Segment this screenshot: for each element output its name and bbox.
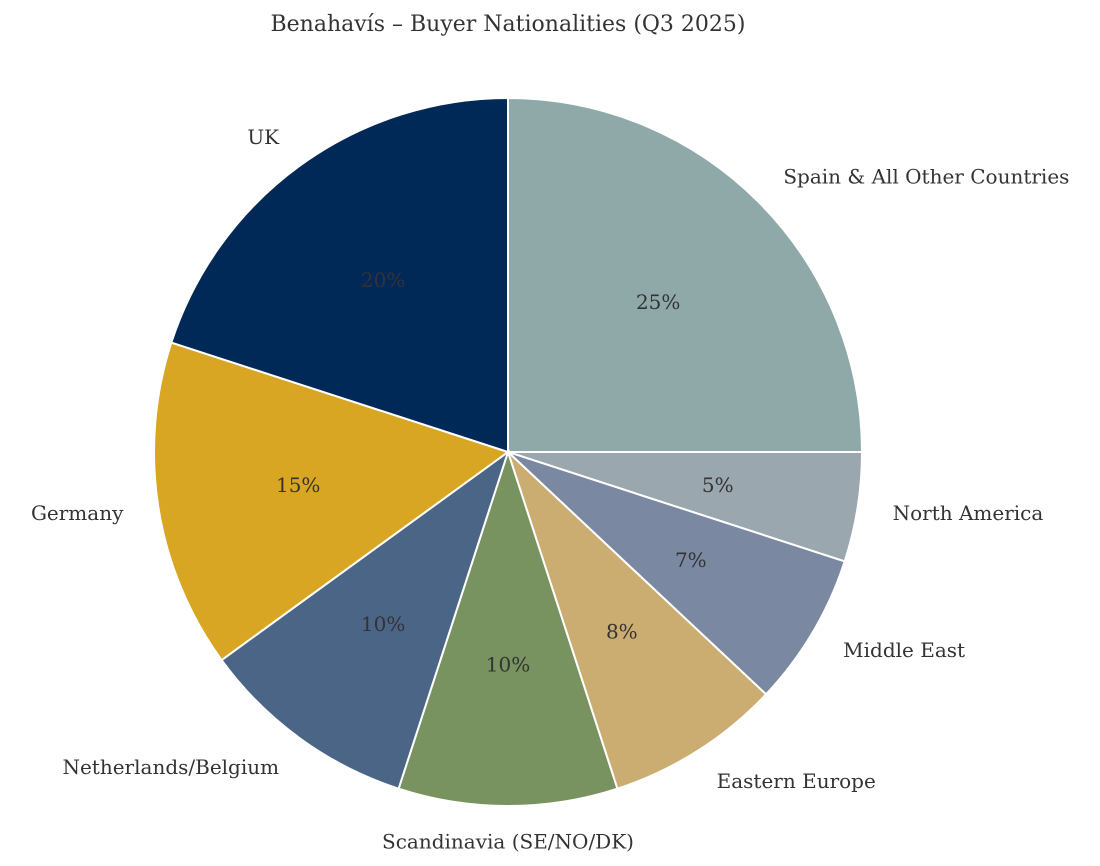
slice-category-label: Eastern Europe	[717, 769, 876, 793]
pie-slice	[220, 449, 510, 790]
slice-category-label: Scandinavia (SE/NO/DK)	[382, 829, 634, 853]
slice-category-label: Spain & All Other Countries	[783, 165, 1069, 189]
category-labels-layer: Spain & All Other Countries North America…	[31, 125, 1070, 853]
chart-title: Benahavís – Buyer Nationalities (Q3 2025…	[271, 12, 746, 37]
slice-category-label: Germany	[31, 501, 124, 525]
slice-percent-label: 10%	[361, 612, 405, 636]
pie-slice	[507, 451, 846, 696]
slice-category-label: North America	[893, 501, 1044, 525]
pie-slice	[397, 448, 619, 807]
slices-layer	[153, 96, 864, 807]
slice-percent-label: 7%	[675, 548, 707, 572]
pie-slice	[507, 451, 768, 790]
percent-labels-layer: 25% 5% 7% 8% 10% 10% 15% 20%	[276, 268, 734, 676]
slice-category-label: UK	[247, 125, 280, 149]
slice-percent-label: 5%	[702, 473, 734, 497]
pie-slice	[170, 96, 509, 454]
slice-category-label: Middle East	[843, 638, 965, 662]
pie-slice	[507, 96, 864, 453]
slice-percent-label: 20%	[361, 268, 405, 292]
slice-percent-label: 8%	[606, 619, 638, 643]
slice-category-label: Netherlands/Belgium	[62, 755, 279, 779]
slice-percent-label: 25%	[636, 290, 680, 314]
slice-percent-label: 10%	[486, 652, 530, 676]
pie-slice	[153, 341, 511, 662]
slice-percent-label: 15%	[276, 473, 320, 497]
